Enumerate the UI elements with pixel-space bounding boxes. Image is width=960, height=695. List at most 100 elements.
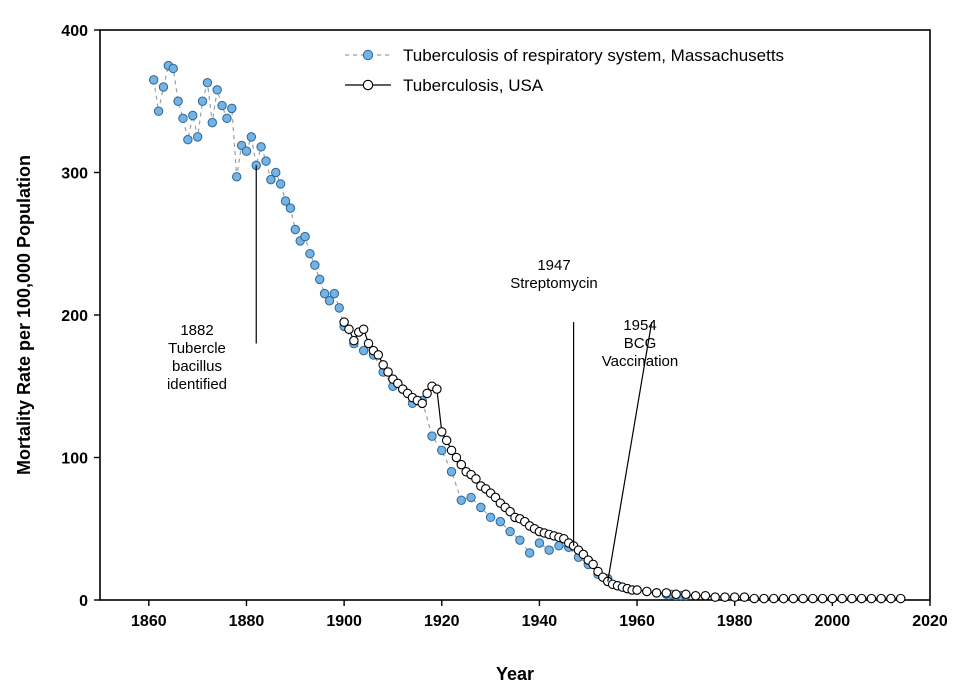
series-marker-usa — [359, 325, 367, 333]
series-marker-mass — [438, 446, 446, 454]
series-marker-mass — [335, 304, 343, 312]
x-tick-label: 1980 — [717, 613, 753, 630]
series-marker-mass — [276, 180, 284, 188]
series-marker-usa — [652, 589, 660, 597]
series-marker-usa — [897, 594, 905, 602]
series-marker-usa — [828, 594, 836, 602]
annotation-line: BCG — [624, 335, 657, 352]
y-axis-label: Mortality Rate per 100,000 Population — [14, 155, 34, 475]
series-marker-mass — [193, 133, 201, 141]
x-tick-label: 2020 — [912, 613, 948, 630]
series-marker-mass — [447, 468, 455, 476]
series-marker-usa — [350, 336, 358, 344]
series-marker-mass — [467, 493, 475, 501]
series-marker-mass — [233, 173, 241, 181]
series-marker-usa — [374, 351, 382, 359]
series-marker-usa — [418, 399, 426, 407]
series-marker-mass — [506, 527, 514, 535]
series-marker-mass — [457, 496, 465, 504]
series-marker-mass — [150, 76, 158, 84]
annotation-line: Streptomycin — [510, 275, 598, 292]
annotation-line: 1947 — [537, 257, 570, 274]
series-marker-mass — [242, 147, 250, 155]
series-marker-mass — [311, 261, 319, 269]
annotation-line: identified — [167, 376, 227, 393]
tb-mortality-chart: 1860188019001920194019601980200020200100… — [0, 0, 960, 695]
x-tick-label: 1900 — [326, 613, 362, 630]
series-marker-mass — [228, 104, 236, 112]
annotation-bcg: 1954BCGVaccination — [602, 317, 678, 370]
series-marker-mass — [159, 83, 167, 91]
series-marker-mass — [545, 546, 553, 554]
series-marker-mass — [179, 114, 187, 122]
x-tick-label: 1940 — [522, 613, 558, 630]
series-marker-usa — [750, 594, 758, 602]
series-marker-mass — [330, 289, 338, 297]
x-tick-label: 1920 — [424, 613, 460, 630]
x-tick-label: 1960 — [619, 613, 655, 630]
series-marker-mass — [316, 275, 324, 283]
series-marker-usa — [789, 594, 797, 602]
series-marker-mass — [203, 79, 211, 87]
series-marker-usa — [682, 590, 690, 598]
series-marker-mass — [198, 97, 206, 105]
annotation-line: bacillus — [172, 358, 222, 375]
series-marker-usa — [818, 594, 826, 602]
series-marker-mass — [477, 503, 485, 511]
x-axis-label: Year — [496, 664, 534, 684]
y-tick-label: 200 — [61, 308, 88, 325]
series-marker-usa — [877, 594, 885, 602]
series-marker-usa — [867, 594, 875, 602]
series-marker-usa — [672, 590, 680, 598]
series-marker-usa — [760, 594, 768, 602]
x-tick-label: 1880 — [229, 613, 265, 630]
x-tick-label: 2000 — [815, 613, 851, 630]
series-marker-mass — [262, 157, 270, 165]
y-tick-label: 100 — [61, 451, 88, 468]
series-marker-mass — [301, 232, 309, 240]
series-marker-mass — [184, 136, 192, 144]
series-marker-usa — [799, 594, 807, 602]
series-marker-usa — [345, 325, 353, 333]
series-marker-mass — [306, 250, 314, 258]
legend-marker-mass — [363, 50, 372, 59]
series-marker-mass — [286, 204, 294, 212]
y-tick-label: 400 — [61, 23, 88, 40]
annotation-line: 1882 — [180, 322, 213, 339]
series-marker-usa — [770, 594, 778, 602]
chart-svg: 1860188019001920194019601980200020200100… — [0, 0, 960, 695]
series-marker-mass — [272, 168, 280, 176]
series-marker-mass — [291, 225, 299, 233]
series-marker-mass — [223, 114, 231, 122]
series-marker-usa — [848, 594, 856, 602]
series-marker-mass — [535, 539, 543, 547]
legend-marker-usa — [363, 80, 372, 89]
legend-label-mass: Tuberculosis of respiratory system, Mass… — [403, 46, 784, 65]
series-marker-mass — [247, 133, 255, 141]
series-marker-mass — [189, 111, 197, 119]
y-tick-label: 300 — [61, 166, 88, 183]
y-tick-label: 0 — [79, 593, 88, 610]
series-marker-mass — [525, 549, 533, 557]
annotation-streptomycin: 1947Streptomycin — [510, 257, 598, 292]
series-marker-usa — [838, 594, 846, 602]
annotation-line: 1954 — [623, 317, 656, 334]
legend-label-usa: Tuberculosis, USA — [403, 76, 544, 95]
series-marker-usa — [438, 428, 446, 436]
series-marker-usa — [721, 593, 729, 601]
series-marker-usa — [857, 594, 865, 602]
series-marker-mass — [218, 101, 226, 109]
series-marker-usa — [887, 594, 895, 602]
series-marker-mass — [213, 86, 221, 94]
series-marker-usa — [633, 586, 641, 594]
series-marker-mass — [208, 118, 216, 126]
series-marker-mass — [174, 97, 182, 105]
series-marker-usa — [643, 587, 651, 595]
series-line-mass — [154, 66, 686, 596]
annotation-line: Vaccination — [602, 353, 678, 370]
series-marker-usa — [691, 592, 699, 600]
series-marker-mass — [486, 513, 494, 521]
series-marker-mass — [257, 143, 265, 151]
series-marker-mass — [428, 432, 436, 440]
annotation-line: Tubercle — [168, 340, 226, 357]
